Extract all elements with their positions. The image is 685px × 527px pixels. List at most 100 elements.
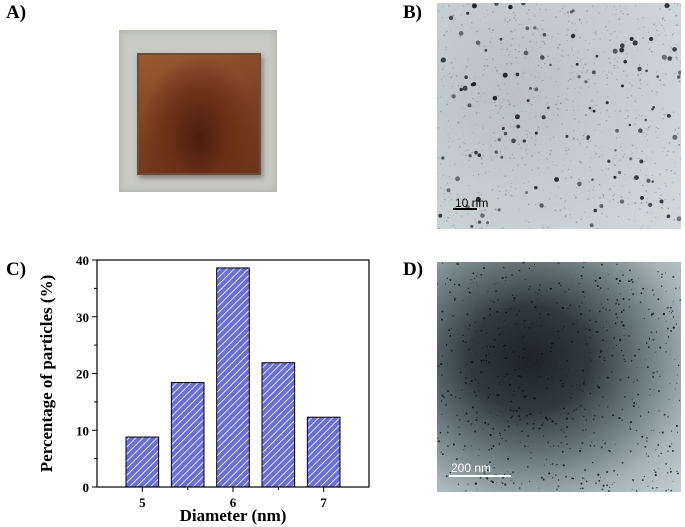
- nanoparticle: [465, 65, 468, 68]
- nanoparticle: [571, 385, 573, 387]
- nanoparticle: [608, 189, 610, 191]
- nanoparticle: [593, 62, 596, 65]
- nanoparticle: [575, 221, 578, 223]
- nanoparticle: [519, 127, 521, 129]
- nanoparticle: [637, 87, 640, 90]
- nanoparticle: [576, 57, 578, 59]
- nanoparticle: [667, 150, 669, 152]
- nanoparticle: [478, 86, 481, 88]
- nanoparticle: [438, 172, 440, 174]
- nanoparticle: [655, 35, 657, 37]
- nanoparticle: [549, 287, 552, 290]
- nanoparticle: [555, 422, 557, 425]
- nanoparticle: [478, 143, 480, 144]
- nanoparticle: [540, 24, 542, 26]
- nanoparticle: [581, 71, 584, 74]
- nanoparticle: [560, 55, 563, 57]
- nanoparticle: [624, 396, 626, 398]
- nanoparticle: [641, 479, 644, 482]
- nanoparticle: [619, 47, 625, 53]
- nanoparticle: [483, 155, 485, 157]
- nanoparticle: [497, 111, 500, 113]
- nanoparticle: [627, 280, 630, 283]
- nanoparticle: [637, 18, 639, 20]
- nanoparticle: [664, 19, 666, 21]
- nanoparticle: [591, 99, 593, 102]
- nanoparticle: [577, 105, 580, 107]
- nanoparticle: [593, 187, 595, 189]
- nanoparticle: [539, 115, 542, 117]
- nanoparticle: [491, 188, 494, 191]
- nanoparticle: [661, 24, 663, 27]
- nanoparticle: [587, 142, 589, 143]
- nanoparticle: [652, 338, 655, 341]
- nanoparticle: [479, 100, 481, 102]
- nanoparticle: [666, 214, 671, 219]
- nanoparticle: [541, 19, 544, 22]
- nanoparticle: [605, 8, 607, 10]
- nanoparticle: [535, 116, 537, 118]
- nanoparticle: [578, 161, 581, 163]
- nanoparticle: [640, 228, 643, 229]
- nanoparticle: [583, 380, 585, 382]
- nanoparticle: [633, 480, 634, 482]
- nanoparticle: [570, 72, 572, 74]
- nanoparticle: [521, 7, 523, 9]
- nanoparticle: [599, 204, 604, 208]
- nanoparticle: [585, 141, 587, 143]
- nanoparticle: [512, 394, 515, 396]
- nanoparticle: [623, 154, 626, 156]
- nanoparticle: [516, 124, 521, 129]
- nanoparticle: [582, 266, 584, 269]
- nanoparticle: [465, 470, 467, 472]
- nanoparticle: [660, 84, 662, 86]
- nanoparticle: [558, 479, 560, 481]
- nanoparticle: [607, 406, 609, 408]
- nanoparticle: [477, 285, 479, 287]
- nanoparticle: [530, 451, 532, 454]
- nanoparticle: [467, 103, 472, 108]
- nanoparticle: [505, 311, 507, 314]
- nanoparticle: [551, 377, 553, 379]
- nanoparticle: [468, 184, 470, 187]
- nanoparticle: [565, 214, 567, 217]
- nanoparticle: [572, 54, 574, 56]
- nanoparticle: [449, 291, 452, 294]
- nanoparticle: [513, 157, 515, 159]
- nanoparticle: [657, 34, 660, 36]
- nanoparticle: [571, 65, 573, 68]
- nanoparticle: [630, 95, 633, 97]
- nanoparticle: [679, 30, 681, 32]
- nanoparticle: [457, 85, 460, 87]
- nanoparticle: [588, 190, 590, 192]
- nanoparticle: [578, 51, 579, 53]
- nanoparticle: [612, 199, 615, 201]
- nanoparticle: [640, 202, 643, 204]
- nanoparticle: [601, 169, 603, 172]
- nanoparticle: [675, 425, 678, 427]
- nanoparticle: [619, 110, 621, 112]
- nanoparticle: [448, 329, 451, 332]
- nanoparticle: [490, 480, 493, 483]
- nanoparticle: [594, 30, 596, 32]
- nanoparticle: [523, 327, 526, 329]
- nanoparticle: [619, 338, 620, 339]
- nanoparticle: [640, 73, 643, 75]
- nanoparticle: [668, 398, 670, 400]
- nanoparticle: [535, 3, 538, 5]
- nanoparticle: [634, 354, 637, 357]
- nanoparticle: [656, 91, 658, 94]
- nanoparticle: [445, 475, 448, 478]
- nanoparticle: [645, 133, 648, 136]
- nanoparticle: [661, 273, 663, 275]
- nanoparticle: [524, 6, 526, 8]
- nanoparticle: [620, 10, 622, 13]
- nanoparticle: [662, 17, 664, 19]
- nanoparticle: [550, 77, 552, 79]
- nanoparticle: [566, 40, 568, 42]
- nanoparticle: [651, 107, 654, 111]
- nanoparticle: [606, 329, 608, 332]
- nanoparticle: [511, 138, 516, 144]
- nanoparticle: [634, 220, 636, 222]
